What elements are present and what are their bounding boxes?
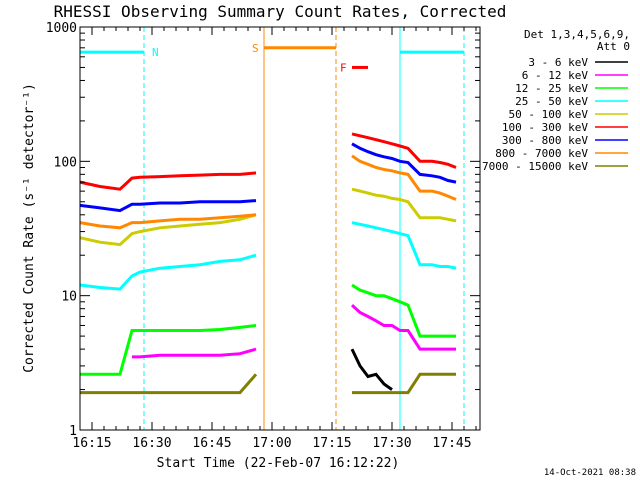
x-tick-label-3: 17:00	[252, 436, 291, 451]
legend-label-4: 50 - 100 keV	[509, 108, 589, 121]
x-tick-label-6: 17:45	[432, 436, 471, 451]
y-tick-label-0: 1	[69, 424, 77, 439]
legend-label-7: 800 - 7000 keV	[495, 147, 588, 160]
x-tick-label-5: 17:30	[372, 436, 411, 451]
series-line-3	[79, 221, 457, 291]
y-tick-label-2: 100	[54, 155, 77, 170]
legend-label-6: 300 - 800 keV	[502, 134, 588, 147]
series-line-5	[79, 132, 457, 191]
series-line-8	[80, 372, 456, 395]
footer-timestamp: 14-Oct-2021 08:38	[544, 468, 636, 478]
series-line-1	[132, 303, 456, 359]
flags-layer: N S F	[80, 42, 464, 74]
legend-label-5: 100 - 300 keV	[502, 121, 588, 134]
x-tick-label-0: 16:15	[72, 436, 111, 451]
series-line-4	[79, 187, 457, 247]
y-axis-label: Corrected Count Rate (s⁻¹ detector⁻¹)	[22, 83, 37, 373]
x-tick-label-1: 16:30	[132, 436, 171, 451]
flag-label-2: S	[252, 42, 259, 55]
legend-label-2: 12 - 25 keV	[515, 82, 588, 95]
flag-label-0: N	[152, 46, 159, 59]
series-line-6	[79, 142, 457, 213]
y-tick-label-3: 1000	[46, 21, 77, 36]
chart-title: RHESSI Observing Summary Count Rates, Co…	[54, 2, 507, 21]
series-layer	[79, 132, 457, 395]
legend-label-3: 25 - 50 keV	[515, 95, 588, 108]
series-line-2	[80, 283, 456, 376]
x-tick-label-4: 17:15	[312, 436, 351, 451]
legend-header-line1: Det 1,3,4,5,6,9,	[524, 28, 630, 41]
axes-layer: 16:15 16:30 16:45 17:00 17:15 17:30 17:45 1 10 10…	[46, 21, 481, 451]
series-line-7	[79, 154, 457, 230]
markers-layer	[79, 27, 465, 430]
legend-header-line2: Att 0	[597, 40, 630, 53]
legend-label-1: 6 - 12 keV	[522, 69, 589, 82]
x-tick-label-2: 16:45	[192, 436, 231, 451]
plot-frame	[79, 26, 481, 431]
y-tick-label-1: 10	[61, 290, 77, 305]
flag-label-3: F	[340, 61, 347, 74]
legend-label-8: 7000 - 15000 keV	[482, 160, 588, 173]
x-axis-label: Start Time (22-Feb-07 16:12:22)	[157, 456, 400, 471]
legend-label-0: 3 - 6 keV	[528, 56, 588, 69]
series-line-0	[350, 348, 393, 391]
